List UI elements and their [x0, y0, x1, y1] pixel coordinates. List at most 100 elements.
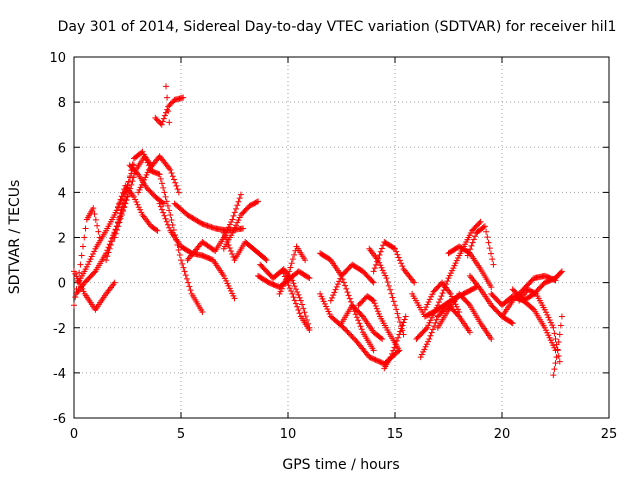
data-point [295, 291, 302, 298]
data-point [107, 242, 114, 249]
data-point [117, 196, 124, 203]
data-point [374, 308, 381, 315]
data-point [81, 234, 88, 241]
data-point [235, 217, 242, 224]
series-arc-18 [257, 261, 313, 331]
data-point [72, 270, 79, 277]
data-point [432, 307, 439, 314]
data-point [127, 173, 134, 180]
data-point [72, 294, 79, 301]
data-point [344, 328, 351, 335]
chart-title: Day 301 of 2014, Sidereal Day-to-day VTE… [58, 19, 617, 35]
data-point [370, 279, 377, 286]
data-point [291, 283, 298, 290]
data-point [168, 216, 175, 223]
data-point [253, 199, 260, 206]
data-point [94, 222, 101, 229]
series-arc-8 [126, 162, 167, 207]
series-arc-22 [317, 250, 377, 354]
data-point [557, 322, 564, 329]
data-point [529, 305, 536, 312]
data-point [95, 228, 102, 235]
data-point [199, 308, 206, 315]
data-point [417, 354, 424, 361]
data-point [422, 326, 429, 333]
data-point [450, 265, 457, 272]
data-point [343, 327, 350, 334]
x-tick-label: 25 [601, 427, 618, 442]
data-point [164, 221, 171, 228]
data-point [464, 252, 471, 259]
data-point [395, 334, 402, 341]
data-point [402, 313, 409, 320]
data-point [281, 280, 288, 287]
data-point [385, 282, 392, 289]
data-point [104, 253, 111, 260]
data-point [169, 99, 176, 106]
data-point [226, 221, 233, 228]
data-point [296, 294, 303, 301]
data-point [128, 181, 135, 188]
data-point [550, 372, 557, 379]
data-point [370, 268, 377, 275]
data-point [139, 179, 146, 186]
data-point [389, 294, 396, 301]
data-point [371, 300, 378, 307]
data-point [154, 227, 161, 234]
data-point [340, 279, 347, 286]
data-point [88, 253, 95, 260]
y-axis-label: SDTVAR / TECUs [7, 180, 23, 295]
data-point [255, 198, 262, 205]
data-point [545, 314, 552, 321]
data-point [447, 270, 454, 277]
data-point [421, 306, 428, 313]
data-point [550, 324, 557, 331]
data-point [544, 329, 551, 336]
data-point [548, 339, 555, 346]
data-point [341, 326, 348, 333]
data-point [465, 300, 472, 307]
data-point [377, 335, 384, 342]
data-point [91, 248, 98, 255]
data-point [392, 302, 398, 309]
data-point [284, 279, 291, 286]
data-point [86, 258, 93, 265]
data-point [174, 186, 181, 193]
y-tick-label: -6 [53, 412, 66, 427]
data-point [226, 245, 233, 252]
data-point [80, 288, 87, 295]
x-axis-label: GPS time / hours [282, 457, 399, 473]
data-point [490, 261, 497, 268]
data-point [468, 242, 475, 249]
data-point [290, 294, 297, 301]
data-point [384, 278, 391, 285]
data-point [155, 170, 162, 177]
data-point [225, 224, 232, 231]
data-point [164, 94, 171, 101]
data-point [358, 326, 365, 333]
data-point [350, 335, 357, 342]
data-point [299, 301, 306, 308]
data-point [285, 272, 291, 279]
data-point [124, 193, 131, 200]
data-point [210, 247, 217, 254]
data-point [77, 261, 84, 268]
data-point [71, 268, 77, 275]
data-point [116, 200, 123, 207]
data-point [178, 257, 184, 264]
series-arc-16 [220, 198, 262, 252]
data-point [160, 115, 167, 122]
data-point [392, 245, 398, 252]
data-point [481, 223, 488, 230]
data-point [435, 299, 442, 306]
data-point [297, 297, 304, 304]
data-point [323, 303, 330, 310]
data-point [400, 319, 407, 326]
data-point [277, 288, 284, 295]
data-point [426, 319, 433, 326]
series-arc-3 [75, 162, 137, 286]
data-point [324, 305, 331, 312]
data-point [224, 239, 231, 246]
data-point [125, 178, 132, 185]
data-point [83, 263, 90, 270]
